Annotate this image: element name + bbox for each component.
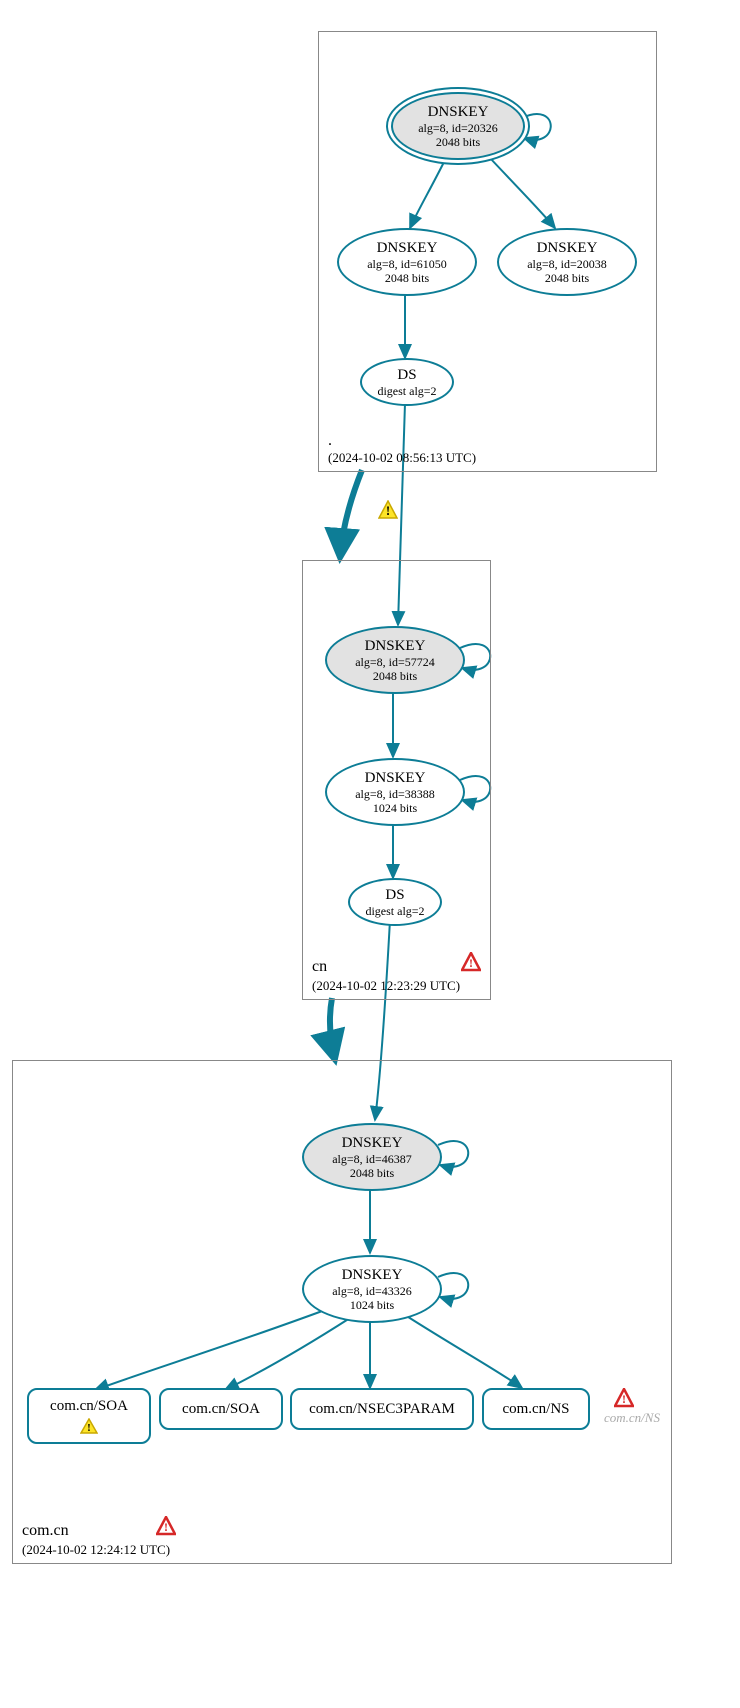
warning-yellow-icon: ! xyxy=(80,1418,98,1434)
node-bits: 2048 bits xyxy=(545,271,589,285)
node-cn-ds: DS digest alg=2 xyxy=(348,878,442,926)
node-alg: alg=8, id=20326 xyxy=(418,121,498,135)
node-title: DNSKEY xyxy=(365,769,426,787)
svg-text:!: ! xyxy=(386,503,390,518)
warning-red-icon: ! xyxy=(614,1388,634,1408)
node-title: DNSKEY xyxy=(342,1134,403,1152)
node-alg: alg=8, id=57724 xyxy=(355,655,435,669)
node-alg: alg=8, id=46387 xyxy=(332,1152,412,1166)
warning-red-icon: ! xyxy=(156,1516,176,1536)
rr-soa1: com.cn/SOA ! xyxy=(27,1388,151,1444)
node-alg: alg=8, id=20038 xyxy=(527,257,607,271)
warning-yellow-icon: ! xyxy=(378,500,398,520)
node-title: DNSKEY xyxy=(377,239,438,257)
node-bits: 1024 bits xyxy=(350,1298,394,1312)
node-root-key3: DNSKEY alg=8, id=20038 2048 bits xyxy=(497,228,637,296)
rr-soa2: com.cn/SOA xyxy=(159,1388,283,1430)
node-alg: alg=8, id=38388 xyxy=(355,787,435,801)
node-title: DNSKEY xyxy=(428,103,489,121)
svg-text:!: ! xyxy=(622,1392,626,1406)
svg-text:!: ! xyxy=(164,1520,168,1534)
zone-cn-label: cn xyxy=(312,958,327,976)
svg-text:!: ! xyxy=(87,1422,91,1434)
node-root-ksk: DNSKEY alg=8, id=20326 2048 bits xyxy=(393,94,523,158)
rr-label: com.cn/SOA xyxy=(50,1398,128,1415)
zone-cn-timestamp: (2024-10-02 12:23:29 UTC) xyxy=(312,978,460,994)
rr-ns: com.cn/NS xyxy=(482,1388,590,1430)
node-title: DNSKEY xyxy=(365,637,426,655)
rr-label: com.cn/NSEC3PARAM xyxy=(309,1401,455,1418)
node-title: DNSKEY xyxy=(342,1266,403,1284)
node-bits: 2048 bits xyxy=(350,1166,394,1180)
node-title: DS xyxy=(385,886,404,904)
node-comcn-zsk: DNSKEY alg=8, id=43326 1024 bits xyxy=(302,1255,442,1323)
node-cn-zsk: DNSKEY alg=8, id=38388 1024 bits xyxy=(325,758,465,826)
zone-comcn-label: com.cn xyxy=(22,1522,69,1540)
rr-ns-grey: com.cn/NS xyxy=(604,1410,660,1426)
node-alg: alg=8, id=61050 xyxy=(367,257,447,271)
warning-red-icon: ! xyxy=(461,952,481,972)
zone-root-timestamp: (2024-10-02 08:56:13 UTC) xyxy=(328,450,476,466)
zone-comcn-timestamp: (2024-10-02 12:24:12 UTC) xyxy=(22,1542,170,1558)
node-title: DS xyxy=(397,366,416,384)
node-bits: 2048 bits xyxy=(436,135,480,149)
node-bits: 2048 bits xyxy=(373,669,417,683)
node-alg: alg=8, id=43326 xyxy=(332,1284,412,1298)
svg-text:!: ! xyxy=(469,956,473,970)
node-bits: 1024 bits xyxy=(373,801,417,815)
rr-label: com.cn/SOA xyxy=(182,1401,260,1418)
zone-root-label: . xyxy=(328,432,332,450)
node-sub: digest alg=2 xyxy=(377,384,436,398)
node-cn-ksk: DNSKEY alg=8, id=57724 2048 bits xyxy=(325,626,465,694)
rr-nsec3param: com.cn/NSEC3PARAM xyxy=(290,1388,474,1430)
node-root-zsk: DNSKEY alg=8, id=61050 2048 bits xyxy=(337,228,477,296)
node-title: DNSKEY xyxy=(537,239,598,257)
node-bits: 2048 bits xyxy=(385,271,429,285)
node-root-ds: DS digest alg=2 xyxy=(360,358,454,406)
node-comcn-ksk: DNSKEY alg=8, id=46387 2048 bits xyxy=(302,1123,442,1191)
node-sub: digest alg=2 xyxy=(365,904,424,918)
rr-label: com.cn/NS xyxy=(502,1401,569,1418)
